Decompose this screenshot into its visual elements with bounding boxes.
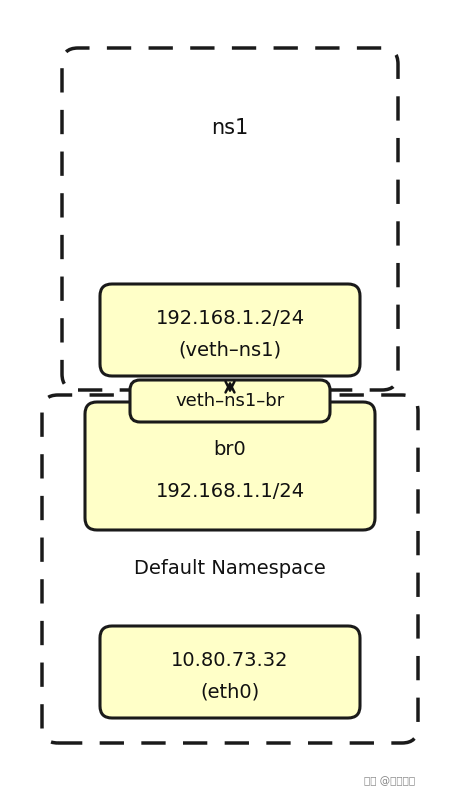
FancyBboxPatch shape <box>85 402 374 530</box>
FancyBboxPatch shape <box>100 284 359 376</box>
FancyBboxPatch shape <box>100 626 359 718</box>
Text: 192.168.1.2/24: 192.168.1.2/24 <box>155 309 304 327</box>
Text: (veth–ns1): (veth–ns1) <box>178 341 281 360</box>
Text: veth–ns1–br: veth–ns1–br <box>175 392 284 410</box>
Text: 知乎 @码不杂言: 知乎 @码不杂言 <box>364 776 414 786</box>
Text: 10.80.73.32: 10.80.73.32 <box>171 650 288 670</box>
Text: Default Namespace: Default Namespace <box>134 559 325 578</box>
Text: 192.168.1.1/24: 192.168.1.1/24 <box>155 482 304 501</box>
Text: ns1: ns1 <box>211 118 248 138</box>
Text: br0: br0 <box>213 440 246 459</box>
FancyBboxPatch shape <box>130 380 329 422</box>
Text: (eth0): (eth0) <box>200 683 259 701</box>
